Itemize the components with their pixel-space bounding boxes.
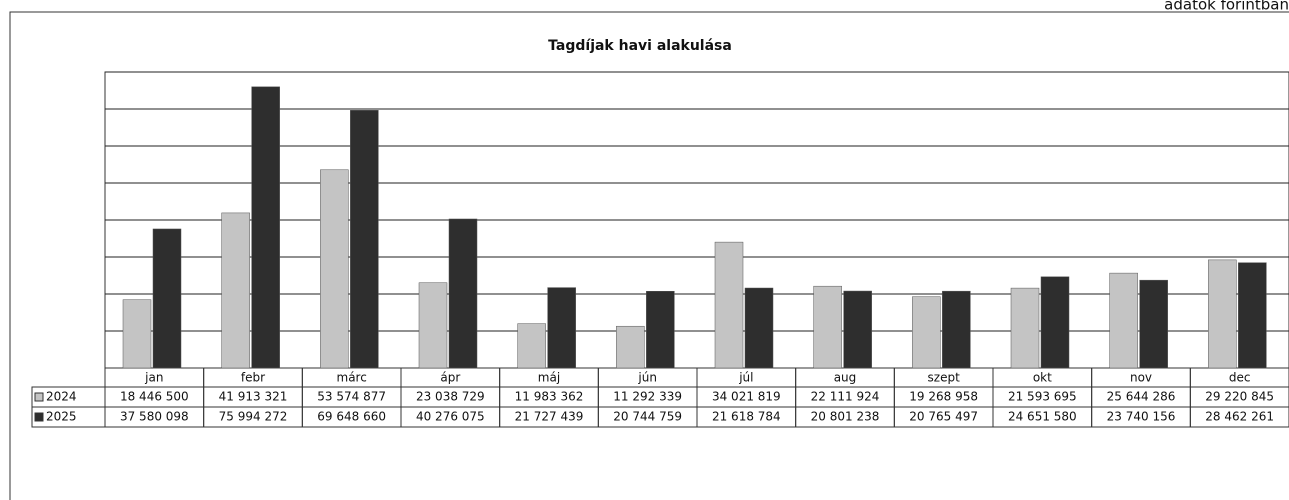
table-value: 75 994 272 [219, 410, 288, 424]
bar [646, 290, 675, 369]
bar [616, 325, 645, 369]
table-value: 24 651 580 [1008, 410, 1077, 424]
bar [350, 110, 379, 369]
bar [251, 86, 280, 369]
bar [714, 241, 744, 369]
table-value: 23 038 729 [416, 390, 485, 404]
table-value: 18 446 500 [120, 390, 189, 404]
table-value: 22 111 924 [811, 390, 880, 404]
x-tick-label: máj [538, 371, 560, 385]
table-value: 19 268 958 [909, 390, 978, 404]
x-tick-label: jan [144, 371, 163, 385]
legend-label: 2025 [46, 410, 77, 424]
x-tick-label: jún [637, 371, 657, 385]
bar [813, 285, 842, 369]
bar [517, 323, 546, 369]
bar [547, 287, 576, 369]
bar [1139, 279, 1168, 369]
table-value: 29 220 845 [1205, 390, 1274, 404]
x-tick-label: ápr [440, 371, 460, 385]
bar [1010, 287, 1040, 369]
chart-title: Tagdíjak havi alakulása [548, 38, 732, 54]
bar [1040, 276, 1070, 369]
table-value: 40 276 075 [416, 410, 485, 424]
x-tick-label: szept [928, 371, 961, 385]
table-value: 41 913 321 [219, 390, 288, 404]
table-value: 25 644 286 [1107, 390, 1176, 404]
bar [744, 287, 774, 369]
table-cell [1189, 406, 1289, 428]
x-tick-label: okt [1033, 371, 1052, 385]
table-value: 37 580 098 [120, 410, 189, 424]
frame [9, 11, 1289, 500]
bar [122, 299, 152, 369]
table-value: 21 593 695 [1008, 390, 1077, 404]
bar [221, 212, 250, 369]
note: adatok forintban [1164, 0, 1289, 14]
table-value: 28 462 261 [1205, 410, 1274, 424]
x-tick-label: júl [738, 371, 753, 385]
bar [1109, 272, 1138, 369]
table-value: 21 618 784 [712, 410, 781, 424]
bar [320, 169, 349, 369]
table-value: 20 765 497 [909, 410, 978, 424]
table-value: 69 648 660 [317, 410, 386, 424]
table-value: 20 744 759 [613, 410, 682, 424]
bar [942, 290, 971, 369]
bar [1238, 262, 1267, 369]
table-value: 11 292 339 [613, 390, 682, 404]
legend-swatch [34, 412, 44, 422]
x-tick-label: aug [834, 371, 857, 385]
x-tick-label: márc [337, 371, 367, 385]
table-value: 11 983 362 [515, 390, 584, 404]
table-value: 21 727 439 [515, 410, 584, 424]
legend-swatch [34, 392, 44, 402]
bar [843, 290, 872, 369]
x-tick-label: dec [1229, 371, 1251, 385]
bar [152, 228, 182, 369]
bar [418, 282, 448, 369]
bar [912, 296, 941, 369]
table-value: 53 574 877 [317, 390, 386, 404]
table-value: 20 801 238 [811, 410, 880, 424]
bar [1208, 259, 1237, 369]
table-value: 34 021 819 [712, 390, 781, 404]
table-value: 23 740 156 [1107, 410, 1176, 424]
legend-label: 2024 [46, 390, 77, 404]
x-tick-label: nov [1130, 371, 1152, 385]
bar [448, 218, 478, 369]
x-tick-label: febr [241, 371, 265, 385]
